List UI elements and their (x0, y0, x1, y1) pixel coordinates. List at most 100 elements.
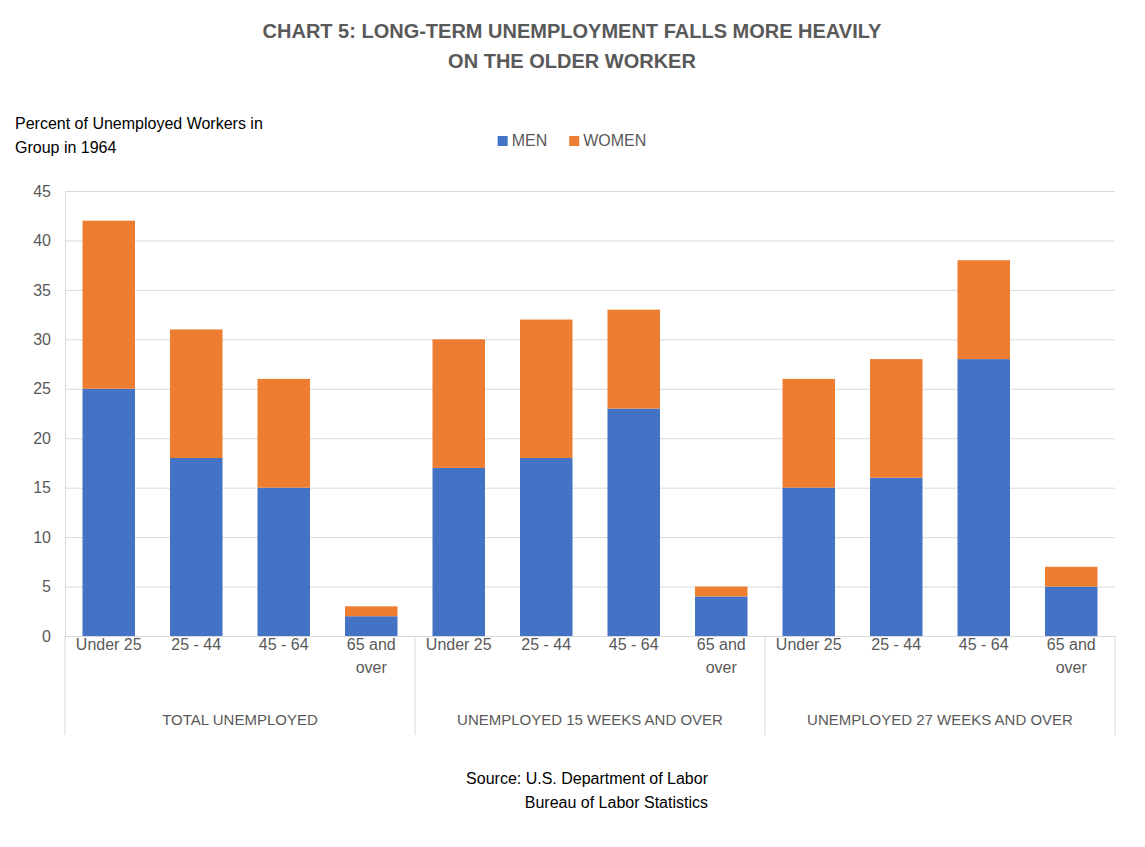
group-label: UNEMPLOYED 27 WEEKS AND OVER (807, 711, 1073, 728)
y-tick-label: 10 (33, 529, 51, 546)
group-separator (415, 636, 416, 735)
x-tick-label: Under 25 (76, 636, 142, 653)
legend-label: MEN (512, 132, 548, 149)
bar (608, 409, 661, 636)
y-tick-label: 15 (33, 479, 51, 496)
bar (1045, 567, 1098, 587)
x-axis: Under 25 25 - 44 45 - 64 65 and over Under 25… (66, 636, 1116, 676)
grid-line (65, 191, 1115, 192)
bar (520, 320, 573, 458)
group-separator (765, 636, 766, 735)
x-tick: Under 25 (76, 636, 142, 653)
x-tick: 45 - 64 (959, 636, 1009, 653)
bar (870, 359, 923, 478)
group-separator (1115, 636, 1116, 735)
x-tick: 25 - 44 (171, 636, 221, 653)
bar (258, 379, 311, 488)
x-tick-label-line: 65 and (347, 636, 396, 653)
x-tick-label: 25 - 44 (171, 636, 221, 653)
bar (258, 488, 311, 636)
bar (345, 606, 398, 616)
series-0 (83, 359, 1098, 636)
annotation: Bureau of Labor Statistics (525, 794, 708, 811)
bar (695, 596, 748, 636)
legend-swatch (498, 136, 508, 146)
y-tick: 45 (33, 183, 1115, 200)
bar (870, 478, 923, 636)
bar (608, 310, 661, 409)
bar (433, 468, 486, 636)
y-tick: 40 (33, 232, 1115, 249)
x-tick-label-line: 65 and (1047, 636, 1096, 653)
y-tick-label: 0 (42, 628, 51, 645)
series-1 (83, 221, 1098, 617)
x-tick-label: 25 - 44 (521, 636, 571, 653)
x-tick-label-line: 45 - 64 (259, 636, 309, 653)
x-tick-label-line: 45 - 64 (959, 636, 1009, 653)
x-tick-label-line: over (706, 659, 738, 676)
y-axis: 0 5 10 15 20 25 30 35 40 45 (33, 183, 1115, 645)
bar (958, 260, 1011, 359)
x-tick-label: 45 - 64 (959, 636, 1009, 653)
x-tick: 25 - 44 (521, 636, 571, 653)
y-tick: 35 (33, 282, 1115, 299)
annotation: Source: U.S. Department of Labor (466, 770, 709, 787)
chart: CHART 5: LONG-TERM UNEMPLOYMENT FALLS MO… (0, 0, 1145, 847)
x-tick-label-line: over (1056, 659, 1088, 676)
y-tick-label: 40 (33, 232, 51, 249)
x-tick-label: 25 - 44 (871, 636, 921, 653)
x-tick-label: 65 and over (1047, 636, 1096, 676)
y-tick-label: 20 (33, 430, 51, 447)
x-tick: 25 - 44 (871, 636, 921, 653)
x-tick-label: 65 and over (697, 636, 746, 676)
x-tick-label-line: 65 and (697, 636, 746, 653)
x-tick: 65 and over (1047, 636, 1096, 676)
bar (433, 339, 486, 468)
bar (520, 458, 573, 636)
y-tick-label: 30 (33, 331, 51, 348)
x-tick-label-line: 25 - 44 (871, 636, 921, 653)
title-line: ON THE OLDER WORKER (448, 50, 696, 72)
x-tick: Under 25 (426, 636, 492, 653)
bar (83, 389, 136, 636)
bar (783, 379, 836, 488)
x-tick-label-line: Under 25 (76, 636, 142, 653)
legend-swatch (569, 136, 579, 146)
bar (345, 616, 398, 636)
x-tick-label-line: Under 25 (776, 636, 842, 653)
x-tick: 45 - 64 (609, 636, 659, 653)
group-label: TOTAL UNEMPLOYED (162, 711, 318, 728)
title-line: CHART 5: LONG-TERM UNEMPLOYMENT FALLS MO… (263, 20, 883, 42)
bars (83, 221, 1098, 636)
x-tick-label-line: 45 - 64 (609, 636, 659, 653)
x-tick: Under 25 (776, 636, 842, 653)
x-tick-label: 45 - 64 (259, 636, 309, 653)
y-axis-title-line: Group in 1964 (15, 139, 117, 156)
bar (695, 587, 748, 597)
x-tick-label: 45 - 64 (609, 636, 659, 653)
x-tick-label-line: 25 - 44 (171, 636, 221, 653)
x-tick-label-line: over (356, 659, 388, 676)
y-axis-title: Percent of Unemployed Workers inGroup in… (15, 115, 263, 156)
x-tick-label-line: 25 - 44 (521, 636, 571, 653)
title: CHART 5: LONG-TERM UNEMPLOYMENT FALLS MO… (263, 20, 883, 72)
x-tick-label: Under 25 (426, 636, 492, 653)
legend: MEN WOMEN (498, 132, 647, 149)
bar (958, 359, 1011, 636)
bar (170, 458, 223, 636)
x-tick-label-line: Under 25 (426, 636, 492, 653)
legend-item: MEN (498, 132, 548, 149)
y-axis-line (66, 192, 1116, 637)
bar (1045, 587, 1098, 636)
bar (783, 488, 836, 636)
x-tick: 65 and over (697, 636, 746, 676)
grid-line (65, 240, 1115, 241)
x-tick: 45 - 64 (259, 636, 309, 653)
y-tick-label: 35 (33, 282, 51, 299)
y-tick-label: 5 (42, 578, 51, 595)
y-tick-label: 25 (33, 380, 51, 397)
grid-line (65, 636, 1115, 637)
group-separator (65, 636, 66, 735)
legend-item: WOMEN (569, 132, 646, 149)
x-tick: 65 and over (347, 636, 396, 676)
